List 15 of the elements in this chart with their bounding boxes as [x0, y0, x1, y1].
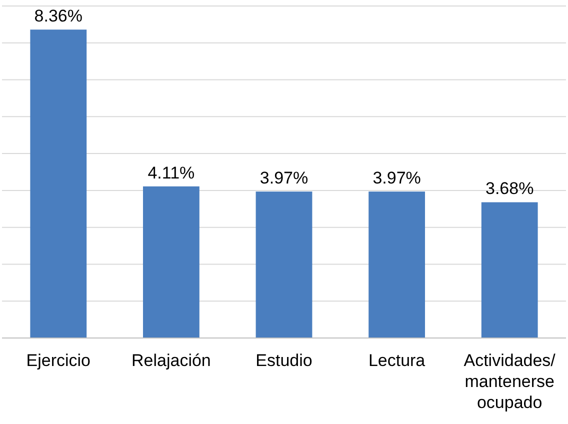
bar	[256, 192, 312, 338]
data-label: 4.11%	[148, 163, 195, 182]
bar	[368, 192, 425, 338]
x-tick-label: Ejercicio	[26, 351, 91, 370]
x-tick-label: Estudio	[256, 351, 312, 370]
x-tick-label: Relajación	[132, 351, 211, 370]
bar	[143, 186, 200, 338]
data-label: 3.68%	[486, 179, 534, 198]
data-label: 8.36%	[34, 6, 82, 26]
x-tick-label: Actividades/ mantenerse ocupado	[464, 351, 556, 412]
data-label: 3.97%	[372, 168, 421, 188]
x-tick-label: Lectura	[368, 351, 426, 370]
bar	[481, 202, 538, 338]
data-label: 3.97%	[260, 168, 308, 188]
bar	[30, 30, 87, 338]
